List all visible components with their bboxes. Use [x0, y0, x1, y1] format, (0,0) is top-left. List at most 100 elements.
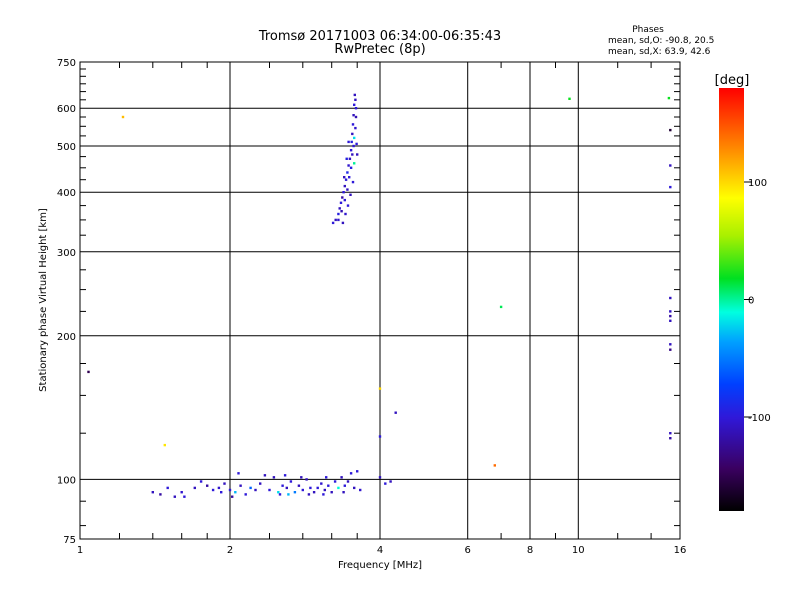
y-tick-label: 600: [57, 104, 76, 115]
x-tick-labels: 1 2 4 6 8 10 16: [77, 545, 687, 556]
y-tick-label: 300: [57, 248, 76, 259]
data-point: [259, 482, 262, 485]
data-point: [351, 180, 355, 184]
data-point: [223, 482, 226, 485]
data-point: [281, 484, 284, 487]
data-point: [217, 486, 221, 490]
data-point: [87, 370, 90, 374]
data-point: [351, 153, 354, 156]
data-point: [322, 493, 325, 496]
y-axis-label: Stationary phase Virtual Height [km]: [38, 208, 49, 392]
data-point: [277, 491, 280, 494]
data-point: [343, 176, 346, 179]
data-point: [338, 207, 341, 210]
x-axis-label: Frequency [MHz]: [338, 560, 422, 571]
data-point: [325, 476, 328, 479]
data-point: [342, 191, 345, 194]
data-point: [307, 493, 311, 496]
y-tick-label: 100: [57, 475, 76, 486]
data-point: [378, 476, 382, 479]
data-point: [163, 443, 166, 447]
data-point: [343, 184, 346, 188]
data-point: [378, 387, 382, 390]
phases-heading: Phases: [632, 25, 664, 35]
colorbar-label: [deg]: [715, 73, 750, 88]
data-point: [330, 491, 333, 494]
data-point: [180, 491, 183, 494]
data-point: [305, 478, 308, 481]
data-point: [348, 176, 351, 179]
colorbar-gradient: [719, 88, 744, 511]
data-point: [283, 474, 287, 477]
data-point: [346, 171, 349, 174]
data-point: [173, 495, 176, 498]
data-point: [346, 188, 349, 191]
data-point: [389, 480, 392, 483]
data-point: [352, 144, 355, 148]
x-tick-label: 1: [77, 545, 83, 556]
data-point: [337, 212, 340, 216]
data-point: [340, 476, 343, 479]
data-point: [199, 480, 203, 483]
data-point: [349, 166, 353, 169]
data-point: [268, 488, 271, 492]
data-point: [351, 123, 355, 126]
data-point: [333, 480, 337, 483]
data-point: [348, 157, 352, 160]
data-point: [346, 204, 350, 207]
data-point: [285, 486, 288, 490]
data-point: [244, 493, 247, 496]
x-tick-label: 16: [674, 545, 687, 556]
chart-title: Tromsø 20171003 06:34:00-06:35:43: [258, 29, 501, 44]
y-tick-label: 200: [57, 332, 76, 343]
data-point: [263, 474, 267, 477]
x-tick-label: 4: [377, 545, 383, 556]
colorbar: [deg] 100 0 -100: [715, 73, 771, 511]
data-point: [350, 140, 353, 144]
data-point: [669, 128, 672, 132]
x-tick-label: 6: [465, 545, 471, 556]
data-point: [669, 310, 672, 313]
data-point: [159, 493, 162, 496]
data-point: [669, 432, 672, 435]
data-point: [341, 196, 344, 199]
plot-area: [79, 61, 681, 540]
data-point: [337, 486, 340, 490]
data-point: [349, 193, 352, 196]
data-point: [356, 153, 359, 156]
data-points: [87, 93, 672, 498]
y-tick-label: 500: [57, 142, 76, 153]
data-point: [384, 482, 387, 485]
data-point: [297, 484, 301, 487]
data-point: [493, 464, 496, 467]
data-point: [320, 482, 323, 485]
data-point: [354, 115, 358, 119]
data-point: [669, 164, 672, 167]
data-point: [669, 314, 672, 318]
data-point: [342, 491, 345, 494]
data-point: [340, 210, 343, 213]
colorbar-tick-label: 0: [748, 296, 754, 307]
data-point: [339, 201, 343, 204]
data-point: [353, 162, 356, 165]
x-tick-label: 2: [227, 545, 233, 556]
data-point: [193, 486, 196, 490]
data-point: [278, 493, 282, 496]
data-point: [293, 491, 297, 494]
data-point: [323, 488, 326, 492]
data-point: [327, 484, 330, 487]
data-point: [312, 491, 316, 494]
axis-ticks: [80, 62, 680, 539]
data-point: [347, 164, 350, 167]
data-point: [669, 319, 672, 322]
data-point: [254, 488, 257, 492]
data-point: [353, 93, 356, 97]
data-point: [337, 218, 340, 222]
data-point: [354, 126, 357, 130]
data-point: [669, 185, 672, 189]
data-point: [355, 142, 358, 146]
data-point: [378, 435, 382, 438]
y-tick-label: 750: [57, 58, 76, 69]
data-point: [237, 472, 240, 475]
